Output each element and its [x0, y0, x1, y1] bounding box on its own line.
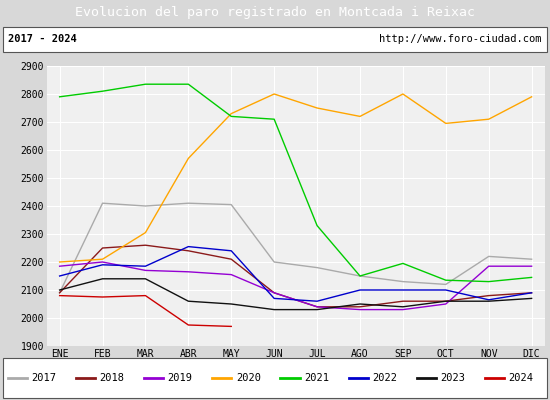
FancyBboxPatch shape: [3, 358, 547, 398]
Text: 2017 - 2024: 2017 - 2024: [8, 34, 77, 44]
Text: 2019: 2019: [168, 373, 192, 383]
Text: 2021: 2021: [304, 373, 329, 383]
Text: http://www.foro-ciudad.com: http://www.foro-ciudad.com: [379, 34, 542, 44]
Text: 2018: 2018: [100, 373, 125, 383]
Text: Evolucion del paro registrado en Montcada i Reixac: Evolucion del paro registrado en Montcad…: [75, 6, 475, 19]
Text: 2020: 2020: [236, 373, 261, 383]
Text: 2024: 2024: [508, 373, 533, 383]
Text: 2017: 2017: [31, 373, 57, 383]
Text: 2022: 2022: [372, 373, 397, 383]
Text: 2023: 2023: [440, 373, 465, 383]
FancyBboxPatch shape: [3, 27, 547, 52]
